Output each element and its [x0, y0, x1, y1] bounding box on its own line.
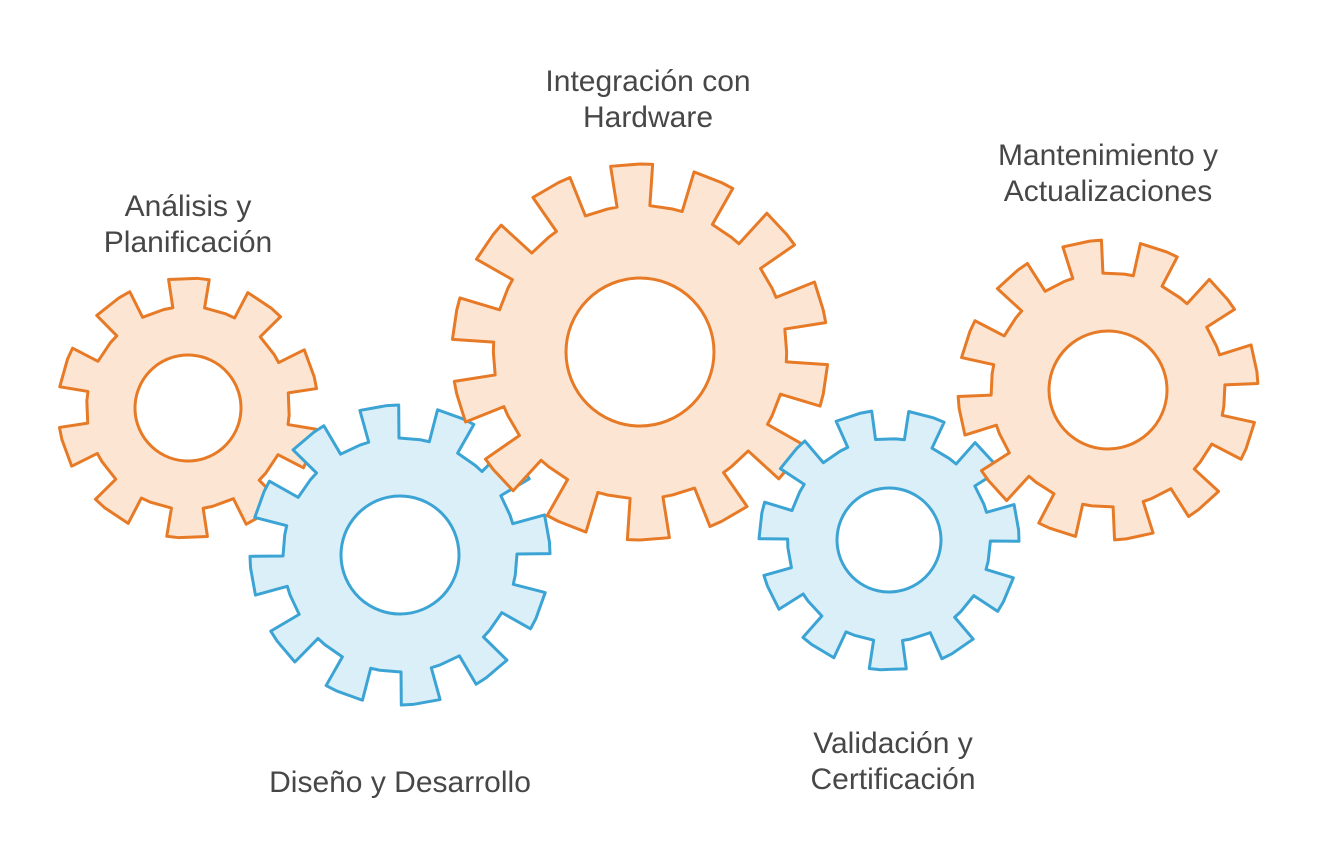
gear-maintenance — [954, 236, 1262, 544]
gear-analysis-label: Análisis y Planificación — [58, 189, 318, 261]
gear-validation-label: Validación y Certificación — [753, 726, 1033, 798]
gear-integration-hole — [566, 278, 714, 426]
gear-design-label: Diseño y Desarrollo — [240, 765, 560, 801]
gear-maintenance-label: Mantenimiento y Actualizaciones — [948, 138, 1268, 210]
gear-integration-label: Integración con Hardware — [478, 64, 818, 136]
